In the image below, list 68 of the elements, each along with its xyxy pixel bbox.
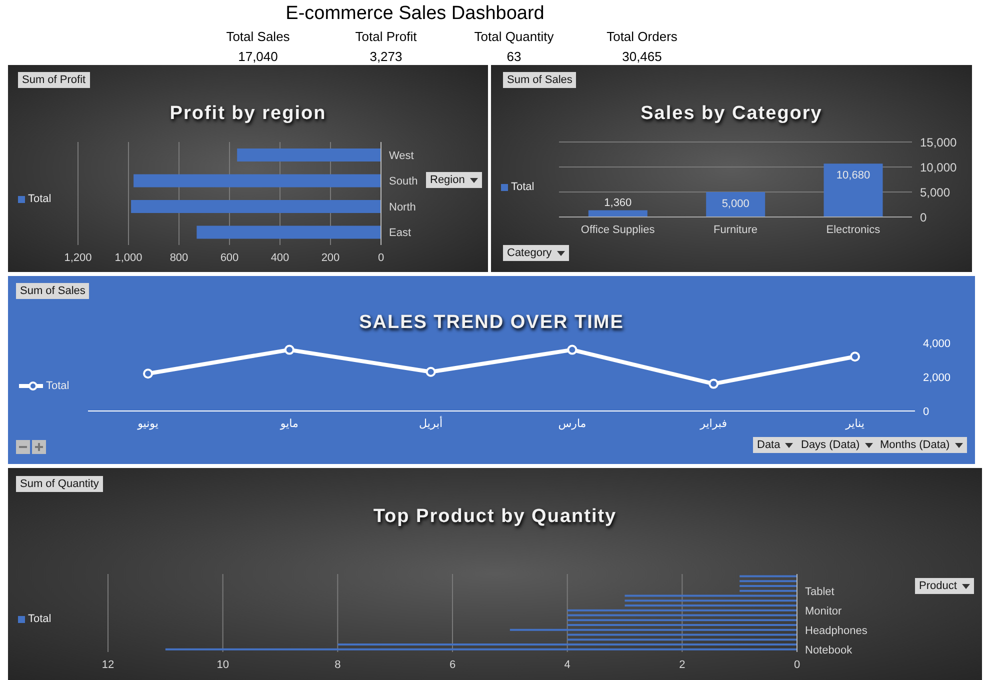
y-tick-label: 4,000 [923, 338, 951, 350]
chart-title: SALES TREND OVER TIME [358, 312, 625, 334]
x-tick-label: مايو [279, 418, 298, 430]
x-tick-label: 600 [220, 252, 239, 264]
y-tick-label: 2,000 [923, 372, 951, 384]
y-tick-label: East [389, 227, 412, 240]
y-tick-label: Headphones [805, 624, 868, 637]
text: Days (Data) [801, 439, 860, 451]
text: Data [757, 439, 780, 451]
x-tick-label: فبراير [699, 418, 728, 430]
y-tick-label: Tablet [805, 586, 834, 598]
y-tick-label: West [389, 150, 414, 162]
x-tick-label: 400 [270, 252, 290, 264]
text: 1,360 [604, 197, 632, 210]
legend-label: Total [28, 613, 52, 625]
y-tick-label: South [389, 176, 418, 188]
text: Region [430, 174, 465, 186]
x-tick-label: يونيو [136, 418, 158, 430]
x-tick-label: 0 [794, 658, 800, 671]
x-tick-label: Furniture [713, 224, 758, 236]
text: Sum of Sales [507, 74, 572, 86]
y-tick-label: 5,000 [920, 185, 950, 200]
text: 10,680 [836, 170, 870, 182]
x-tick-label: 4 [564, 658, 570, 671]
text: Total Orders [606, 29, 678, 44]
x-tick-label: 200 [321, 252, 340, 264]
text: Sum of Sales [20, 285, 86, 297]
x-tick-label: 0 [378, 252, 384, 264]
y-tick-label: 0 [923, 406, 930, 418]
text: Sum of Quantity [20, 478, 99, 490]
text: Category [507, 247, 552, 259]
y-tick-label: 10,000 [920, 160, 958, 174]
text: Months (Data) [880, 439, 950, 451]
legend-label: Total [46, 380, 70, 392]
x-tick-label: 1,000 [114, 252, 142, 264]
x-tick-label: يناير [844, 418, 864, 430]
x-tick-label: 2 [679, 658, 686, 671]
x-tick-label: 1,200 [64, 252, 92, 264]
text: 5,000 [722, 198, 750, 210]
y-tick-label: Notebook [805, 644, 853, 656]
text: Total Profit [354, 29, 418, 44]
text: 3,273 [368, 49, 404, 64]
legend-label: Total [28, 193, 52, 205]
text: E-commerce Sales Dashboard [284, 3, 546, 25]
x-tick-label: 800 [170, 252, 188, 264]
text: 63 [506, 49, 522, 64]
x-tick-label: 6 [449, 658, 456, 671]
x-tick-label: Electronics [826, 224, 881, 236]
text: 30,465 [621, 49, 663, 64]
chart-title: Top Product by Quantity [372, 506, 618, 528]
text: Product [919, 580, 957, 592]
chart-title: Sales by Category [640, 103, 824, 125]
text: Total Sales [225, 29, 291, 44]
x-tick-label: مارس [558, 418, 586, 430]
x-tick-label: Office Supplies [580, 224, 656, 236]
y-tick-label: 0 [920, 210, 927, 224]
text: 17,040 [237, 49, 279, 64]
text: Total Quantity [473, 29, 555, 44]
y-tick-label: Monitor [805, 605, 842, 618]
x-tick-label: 12 [102, 658, 114, 671]
legend-label: Total [511, 181, 534, 193]
x-tick-label: 8 [334, 658, 341, 671]
chart-title: Profit by region [168, 103, 328, 125]
text: Sum of Profit [22, 74, 86, 86]
y-tick-label: 15,000 [920, 135, 958, 150]
x-tick-label: أبريل [419, 416, 443, 430]
x-tick-label: 10 [216, 658, 229, 671]
y-tick-label: North [389, 201, 416, 214]
